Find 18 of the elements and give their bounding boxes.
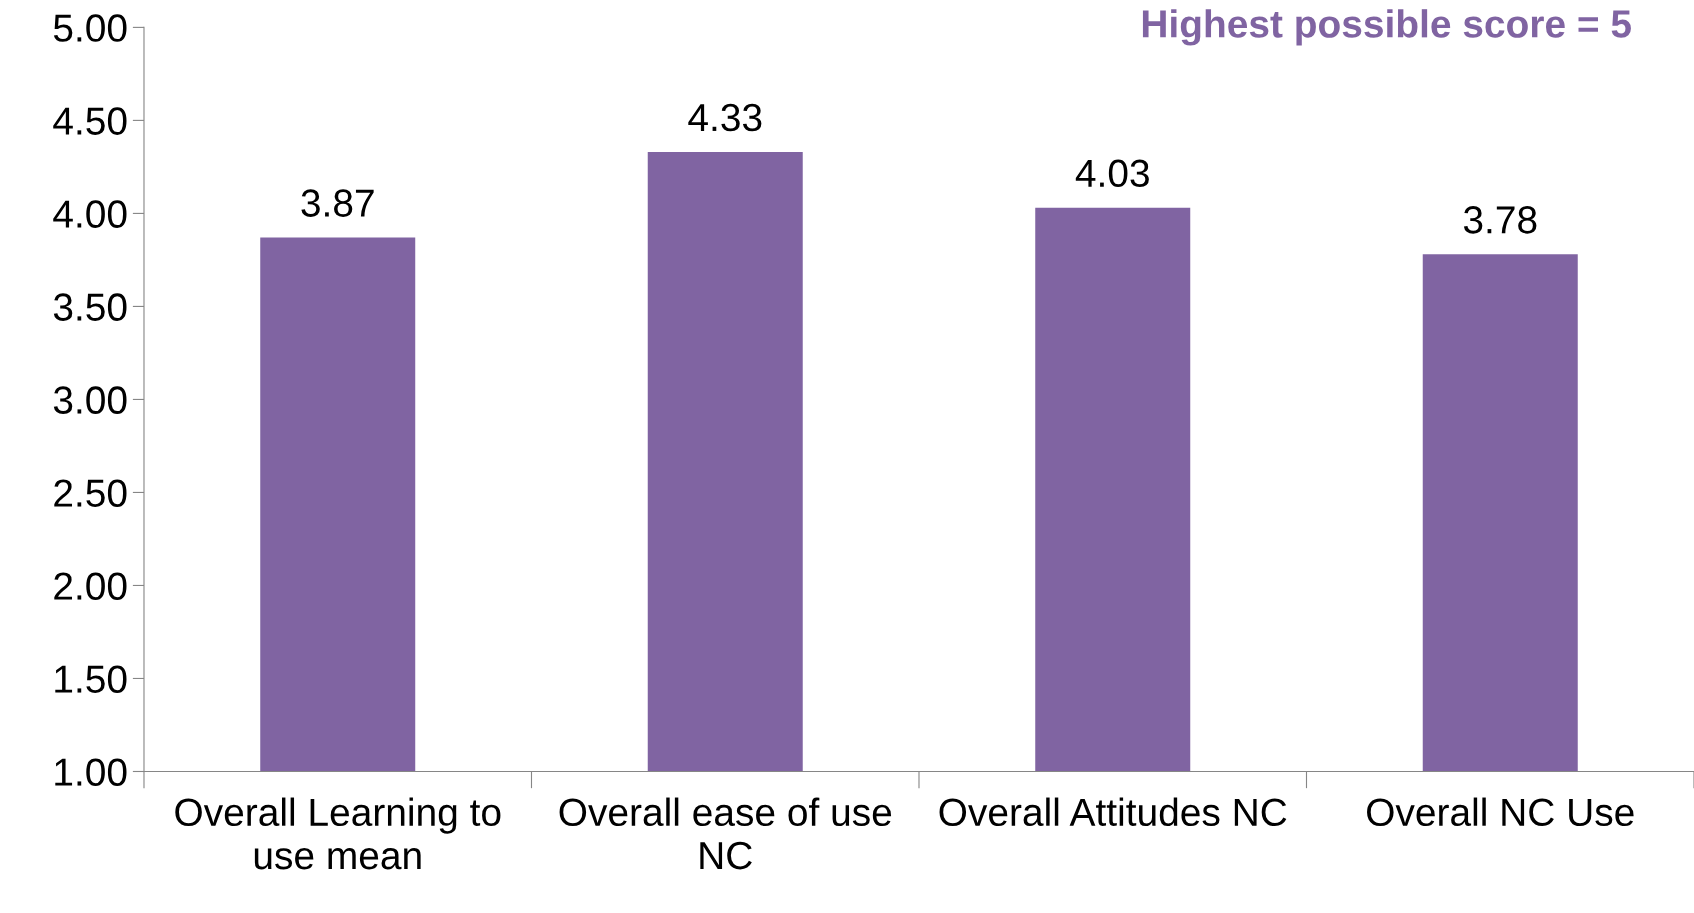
y-tick-label: 2.00 — [54, 572, 127, 600]
x-tick-label: Overall Attitudes NC — [939, 797, 1287, 827]
data-label: 3.78 — [1463, 206, 1537, 234]
y-tick-label: 4.50 — [53, 107, 127, 135]
y-tick-label: 5.00 — [53, 14, 127, 42]
data-label: 4.33 — [688, 103, 762, 132]
x-tick-label: Overall NC Use — [1367, 797, 1634, 827]
data-label: 3.87 — [301, 189, 374, 217]
y-tick-label: 1.50 — [55, 665, 127, 693]
y-tick-label: 4.00 — [53, 200, 127, 228]
y-tick-label: 2.50 — [54, 479, 127, 507]
y-tick-label: 3.00 — [53, 386, 127, 414]
data-label: 4.03 — [1075, 159, 1149, 188]
y-tick-label: 1.00 — [55, 758, 127, 786]
y-tick-label: 3.50 — [53, 293, 127, 321]
x-tick-label: Overall Learning to use mean — [175, 797, 501, 870]
x-tick-label: Overall ease of use NC — [559, 797, 892, 870]
annotation: Highest possible score = 5 — [1142, 9, 1631, 46]
